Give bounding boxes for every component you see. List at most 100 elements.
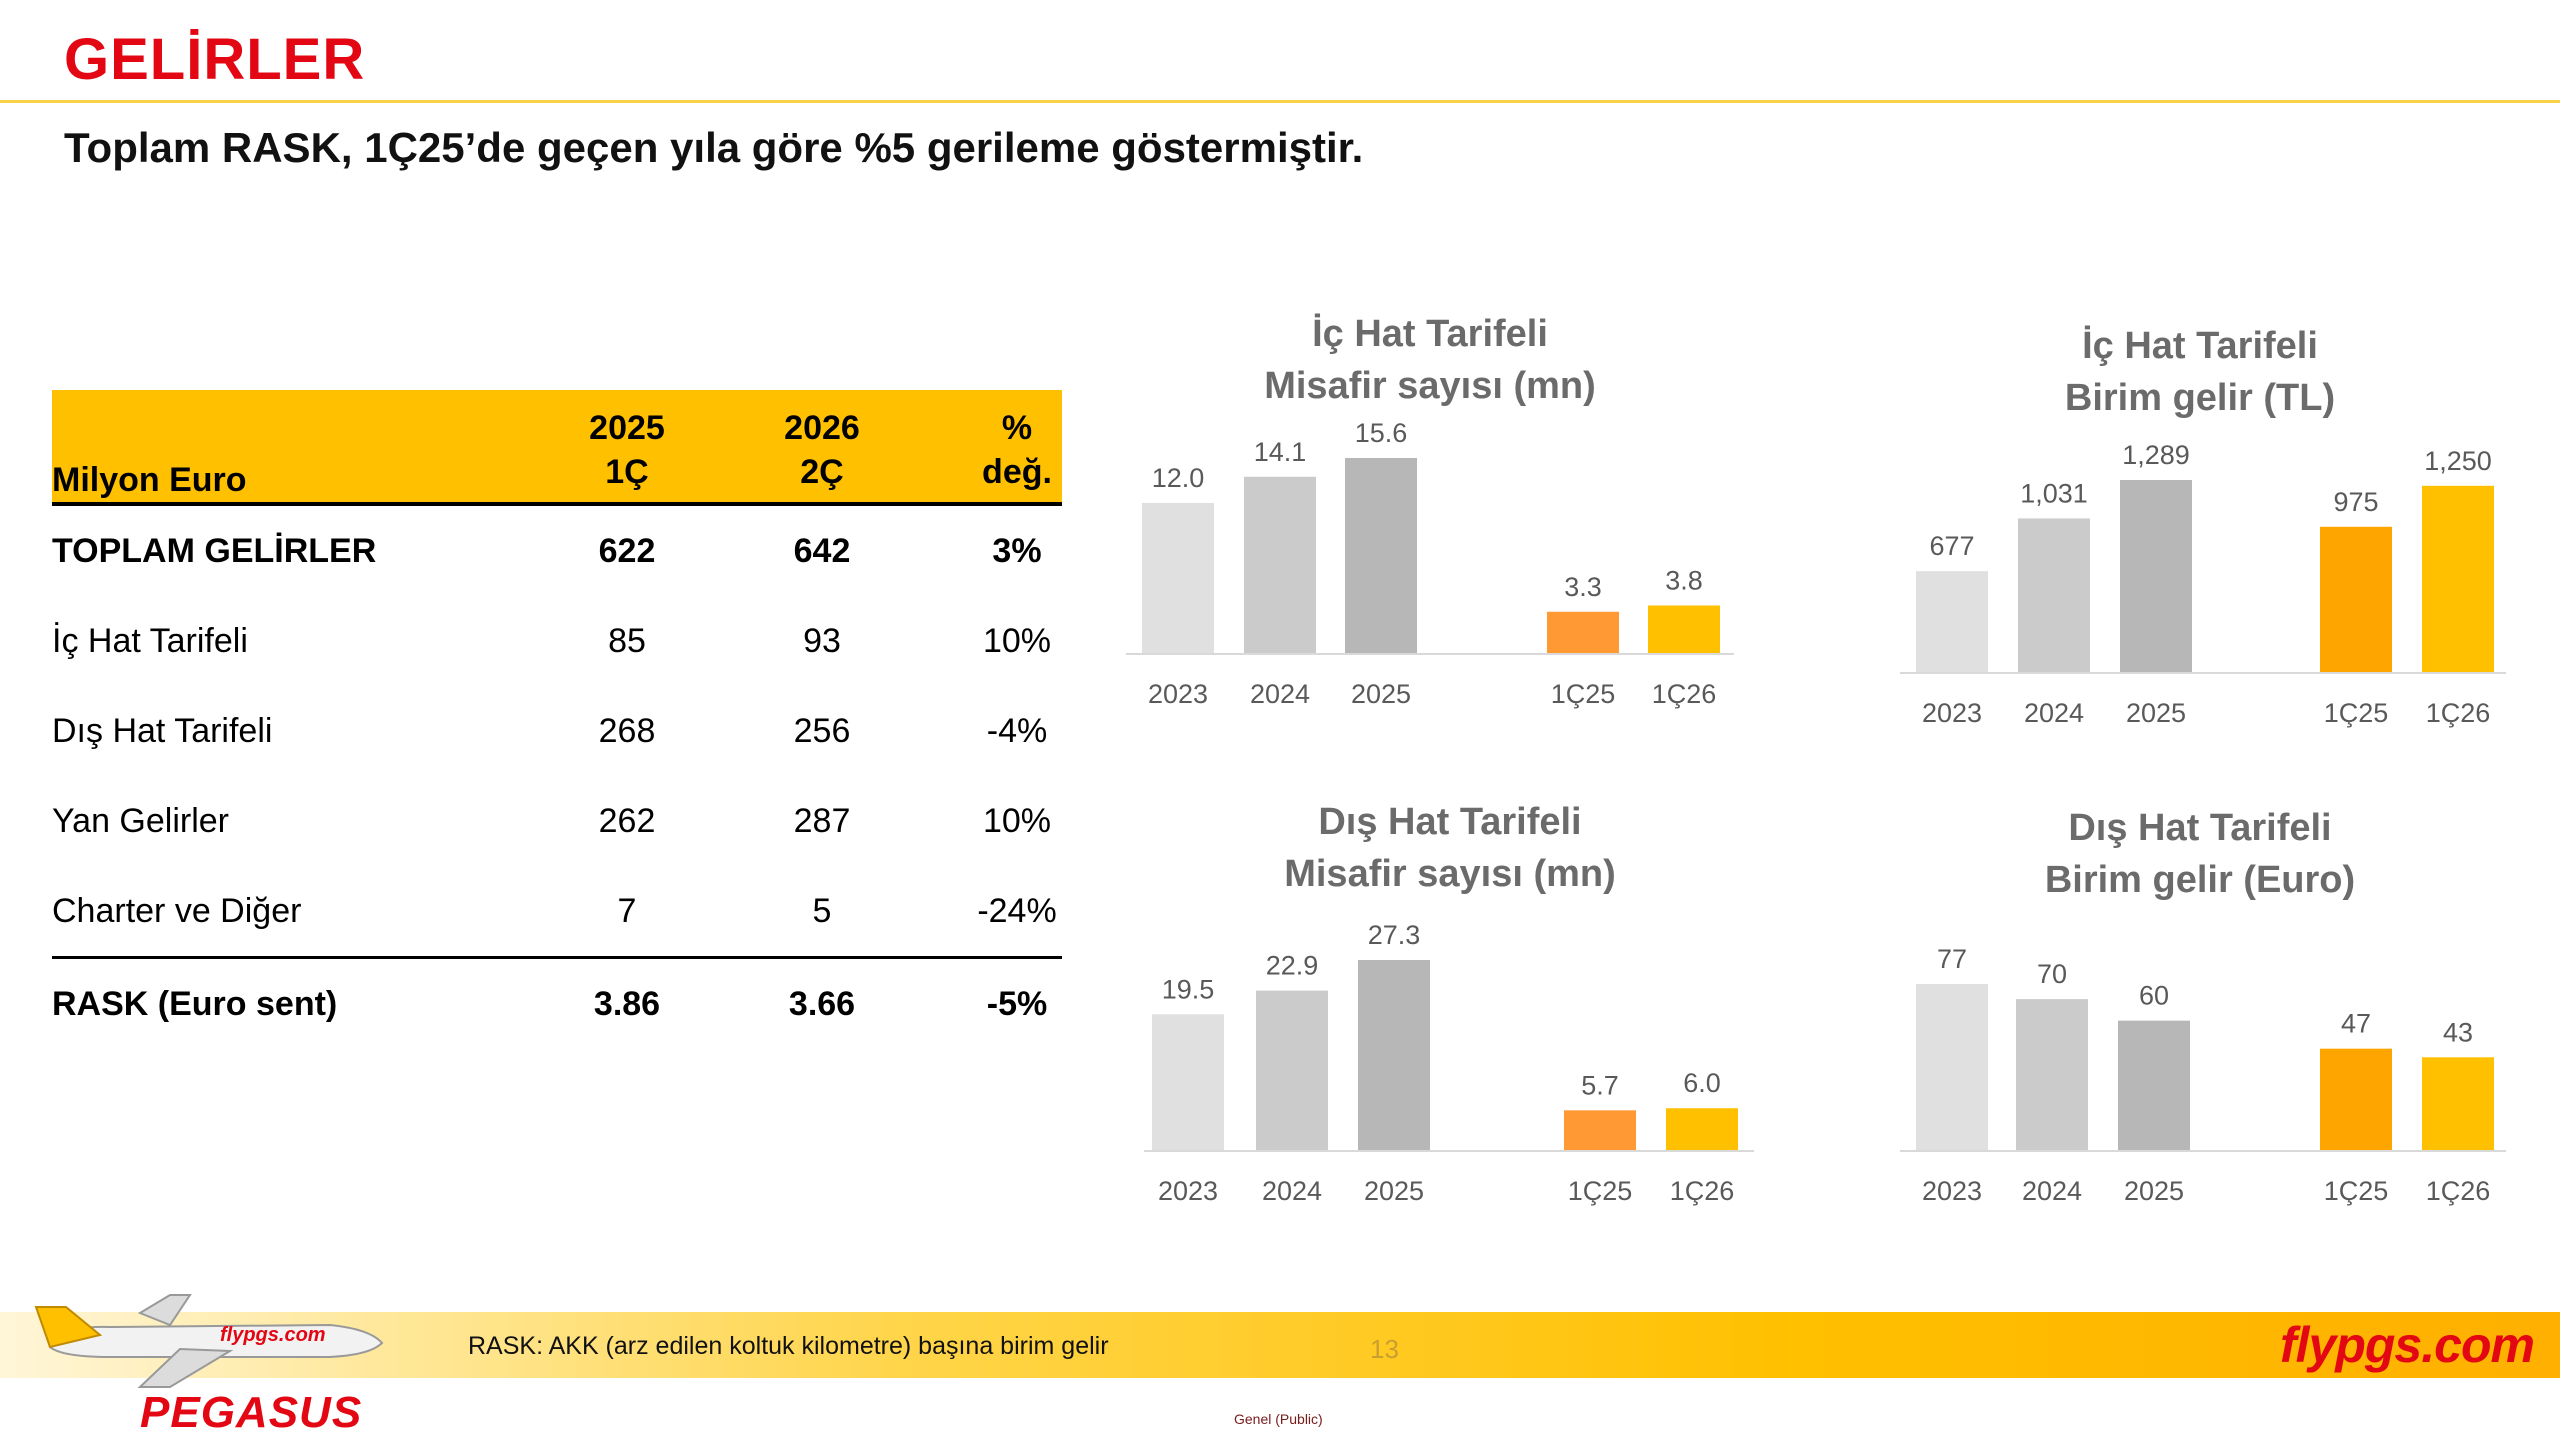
tick-label: 2023: [1922, 698, 1982, 728]
bar-2025: [2120, 480, 2192, 672]
row-value-2025: 622: [598, 532, 656, 570]
row-label: Yan Gelirler: [52, 802, 229, 840]
row-value-2025: 268: [598, 712, 656, 750]
bar-2025: [2118, 1020, 2190, 1150]
tick-label: 2023: [1148, 679, 1208, 709]
row-value-change: -5%: [986, 985, 1048, 1023]
row-value-change: -24%: [977, 892, 1057, 930]
data-label: 19.5: [1162, 974, 1215, 1004]
table-row: RASK (Euro sent) 3.86 3.66 -5%: [52, 956, 1062, 1049]
header-col1-line2: 1Ç: [605, 453, 649, 491]
page-subtitle: Toplam RASK, 1Ç25’de geçen yıla göre %5 …: [64, 124, 1364, 171]
tick-label: 1Ç26: [1670, 1176, 1735, 1206]
row-value-2026: 3.66: [788, 985, 856, 1023]
tick-label: 2023: [1158, 1176, 1218, 1206]
header-unit-label: Milyon Euro: [52, 461, 247, 499]
bar-2025: [1358, 960, 1430, 1150]
tick-label: 2024: [2022, 1176, 2082, 1206]
table-row: İç Hat Tarifeli 85 93 10%: [52, 596, 1062, 686]
chart-plot: 77 2023 70 2024 60 2025 47 1Ç25 43 1Ç26: [1900, 944, 2506, 1206]
data-label: 1,031: [2020, 478, 2088, 508]
row-value-2026: 5: [812, 892, 832, 930]
bar-2023: [1916, 984, 1988, 1150]
data-label: 70: [2037, 959, 2067, 989]
data-label: 22.9: [1266, 951, 1319, 981]
brand-wordmark: flypgs.com: [2280, 1317, 2535, 1373]
data-label: 12.0: [1152, 463, 1205, 493]
data-label: 47: [2341, 1009, 2371, 1039]
tick-label: 1Ç25: [2324, 698, 2389, 728]
chart-title-line1: Dış Hat Tarifeli: [2068, 807, 2332, 849]
row-value-2026: 642: [793, 532, 851, 570]
bar-1Ç26: [1666, 1108, 1738, 1150]
tick-label: 2025: [1364, 1176, 1424, 1206]
data-label: 77: [1937, 944, 1967, 974]
chart-international-unit-revenue: Dış Hat Tarifeli Birim gelir (Euro) 77 20…: [1890, 802, 2510, 1222]
bar-1Ç26: [2422, 1057, 2494, 1150]
row-value-change: 10%: [982, 622, 1052, 660]
chart-domestic-unit-revenue: İç Hat Tarifeli Birim gelir (TL) 677 2023…: [1890, 320, 2510, 740]
row-value-2025: 85: [608, 622, 646, 660]
data-label: 5.7: [1581, 1070, 1619, 1100]
revenue-table: Milyon Euro 2025 1Ç 2026 2Ç % değ. TOPLA…: [52, 390, 1062, 1049]
header-col2: 2026 2Ç: [717, 406, 927, 494]
tick-label: 2023: [1922, 1176, 1982, 1206]
bar-2024: [2018, 518, 2090, 672]
table-header: Milyon Euro 2025 1Ç 2026 2Ç % değ.: [52, 390, 1062, 506]
pegasus-logo: PEGASUS: [140, 1388, 363, 1437]
data-label: 14.1: [1254, 437, 1307, 467]
row-value-change: -4%: [986, 712, 1048, 750]
bar-2025: [1345, 458, 1417, 653]
header-col3-line1: %: [1001, 409, 1033, 447]
row-value-2026: 287: [793, 802, 851, 840]
table-row: Charter ve Diğer 7 5 -24%: [52, 866, 1062, 956]
bar-2024: [2016, 999, 2088, 1150]
data-label: 677: [1929, 531, 1974, 561]
bar-1Ç25: [1547, 611, 1619, 653]
row-label: Dış Hat Tarifeli: [52, 712, 273, 750]
row-value-2026: 256: [793, 712, 851, 750]
tick-label: 1Ç25: [1568, 1176, 1633, 1206]
chart-domestic-passengers: İç Hat Tarifeli Misafir sayısı (mn) 12.0…: [1120, 308, 1740, 728]
footer-band: [0, 1312, 2560, 1378]
tick-label: 1Ç25: [1551, 679, 1616, 709]
data-label: 1,289: [2122, 440, 2190, 470]
tick-label: 1Ç26: [1652, 679, 1717, 709]
bar-2024: [1244, 476, 1316, 653]
tick-label: 2024: [2024, 698, 2084, 728]
data-label: 27.3: [1368, 920, 1421, 950]
chart-title-line2: Birim gelir (TL): [2064, 377, 2336, 419]
data-label: 15.6: [1355, 418, 1408, 448]
bar-1Ç26: [2422, 485, 2494, 672]
data-label: 1,250: [2424, 446, 2492, 476]
footnote: RASK: AKK (arz edilen koltuk kilometre) …: [468, 1332, 1109, 1360]
plane-livery-text: flypgs.com: [220, 1324, 326, 1346]
header-col1-line1: 2025: [589, 409, 665, 447]
chart-title-line1: İç Hat Tarifeli: [1312, 313, 1548, 355]
chart-title-line2: Birim gelir (Euro): [2044, 859, 2356, 901]
bar-2023: [1916, 571, 1988, 672]
bar-2023: [1142, 503, 1214, 653]
data-label: 975: [2333, 487, 2378, 517]
bar-2024: [1256, 990, 1328, 1150]
header-col1: 2025 1Ç: [522, 406, 732, 494]
row-value-change: 3%: [992, 532, 1042, 570]
chart-title-line1: Dış Hat Tarifeli: [1318, 801, 1582, 843]
header-col3-line2: değ.: [982, 453, 1052, 491]
bar-1Ç25: [1564, 1110, 1636, 1150]
bar-1Ç25: [2320, 526, 2392, 672]
header-col3: % değ.: [912, 406, 1122, 494]
row-label: Charter ve Diğer: [52, 892, 302, 930]
tick-label: 1Ç26: [2426, 698, 2491, 728]
header-col2-line2: 2Ç: [800, 453, 844, 491]
page-number: 13: [1370, 1334, 1399, 1364]
row-value-2026: 93: [803, 622, 841, 660]
tick-label: 2025: [2126, 698, 2186, 728]
table-row: Dış Hat Tarifeli 268 256 -4%: [52, 686, 1062, 776]
chart-international-passengers: Dış Hat Tarifeli Misafir sayısı (mn) 19.…: [1140, 796, 1760, 1216]
airplane-icon: flypgs.com: [34, 1294, 384, 1388]
bar-1Ç25: [2320, 1048, 2392, 1150]
row-label: İç Hat Tarifeli: [52, 622, 248, 660]
table-row: Yan Gelirler 262 287 10%: [52, 776, 1062, 866]
table-row: TOPLAM GELİRLER 622 642 3%: [52, 506, 1062, 596]
